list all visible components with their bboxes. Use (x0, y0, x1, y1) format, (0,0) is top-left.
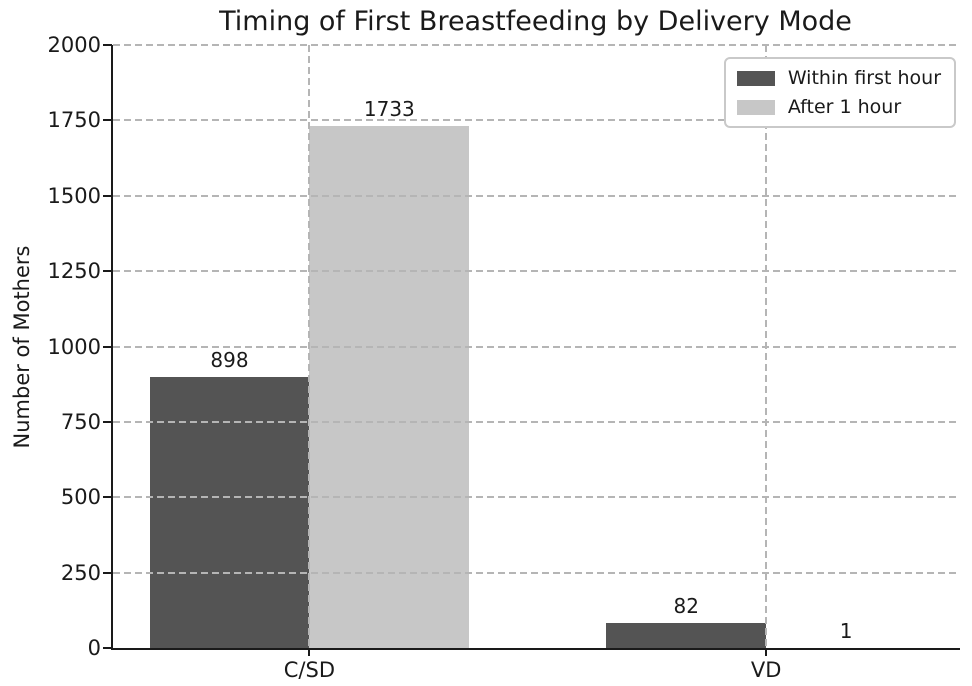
x-tick-label: VD (750, 658, 782, 682)
x-tick-mark (765, 648, 768, 656)
bar-value-label: 898 (210, 348, 249, 373)
x-tick-label: C/SD (283, 658, 336, 682)
bar-vd-s0 (606, 623, 767, 648)
bar-value-label: 1 (839, 618, 853, 643)
gridline-horizontal (113, 44, 958, 46)
legend-label: Within first hour (787, 67, 941, 89)
x-tick-mark (308, 648, 311, 656)
y-tick-label: 1500 (47, 183, 101, 208)
y-tick-mark (103, 420, 112, 423)
legend-entry: Within first hour (736, 67, 941, 89)
y-tick-label: 250 (60, 560, 101, 585)
y-tick-mark (103, 194, 112, 197)
y-tick-label: 1750 (47, 108, 101, 133)
bar-csd-s0 (149, 377, 310, 648)
bar-csd-s1 (309, 125, 470, 648)
y-tick-label: 750 (60, 409, 101, 434)
gridline-horizontal (113, 270, 958, 273)
y-tick-mark (103, 345, 112, 348)
y-tick-mark (103, 496, 112, 499)
y-tick-mark (103, 571, 112, 574)
gridline-horizontal (113, 345, 958, 348)
y-tick-label: 1000 (47, 334, 101, 359)
chart-title: Timing of First Breastfeeding by Deliver… (219, 6, 852, 37)
gridline-horizontal (113, 194, 958, 197)
legend: Within first hour After 1 hour (723, 57, 956, 128)
y-axis-spine (111, 45, 113, 650)
legend-label: After 1 hour (787, 96, 902, 118)
y-tick-label: 0 (87, 636, 101, 660)
legend-swatch-icon (736, 70, 775, 86)
gridline-horizontal (113, 119, 958, 122)
legend-swatch-icon (736, 99, 775, 115)
gridline-horizontal (113, 571, 958, 574)
gridline-horizontal (113, 496, 958, 499)
bar-value-label: 82 (673, 594, 699, 619)
y-tick-label: 500 (60, 485, 101, 510)
gridline-vertical (765, 45, 768, 648)
legend-entry: After 1 hour (736, 96, 941, 118)
y-tick-mark (103, 270, 112, 273)
y-tick-label: 2000 (47, 33, 101, 57)
x-axis-spine (111, 648, 960, 650)
gridline-horizontal (113, 420, 958, 423)
bar-value-label: 1733 (363, 96, 415, 121)
y-tick-mark (103, 647, 112, 649)
y-tick-mark (103, 119, 112, 122)
plot-area: 898 82 1733 1 0 250 500 750 1000 1250 1500 1750 2000… (48, 33, 960, 682)
y-tick-label: 1250 (47, 259, 101, 284)
y-tick-mark (103, 44, 112, 46)
gridline-vertical (308, 45, 311, 648)
